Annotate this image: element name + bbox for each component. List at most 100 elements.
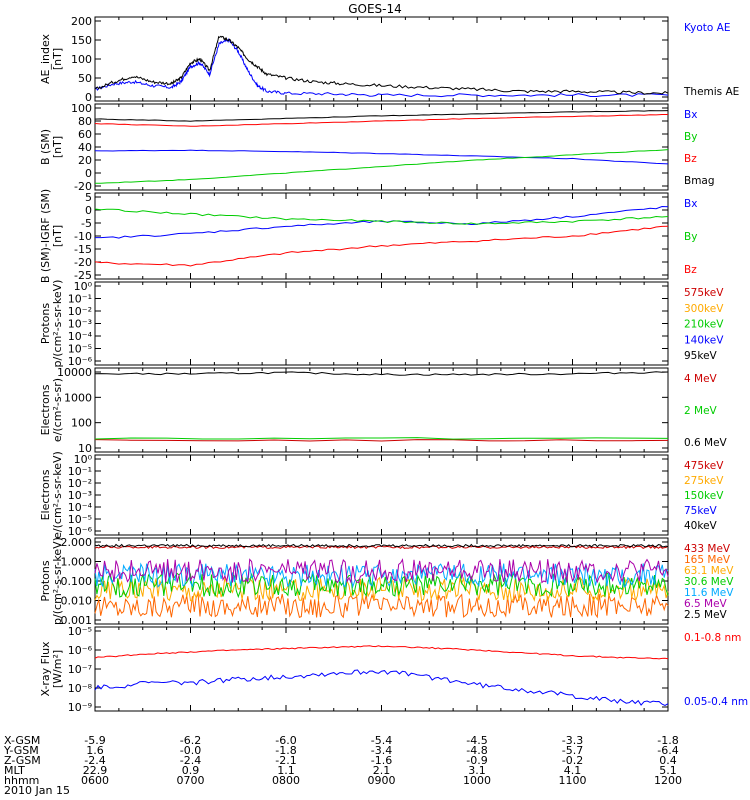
series-line — [94, 669, 669, 706]
y-axis-label: Electrons — [39, 469, 52, 520]
series-line — [94, 149, 669, 165]
panel-frame — [94, 367, 669, 453]
footer-row-label: Y-GSM — [3, 744, 39, 757]
series-line — [94, 35, 669, 95]
y-tick-label: 10⁻⁴ — [68, 501, 93, 514]
footer-value: 2.1 — [373, 764, 391, 777]
y-tick-label: 100 — [71, 417, 92, 430]
legend-entry: Bz — [684, 264, 697, 276]
y-tick-label: 10⁻³ — [68, 318, 92, 331]
footer-value: -5.4 — [371, 734, 392, 747]
y-tick-label: 10⁰ — [74, 280, 93, 293]
y-tick-label: 0 — [85, 167, 92, 180]
legend-entry: 300keV — [684, 303, 724, 315]
y-tick-label: 10⁻³ — [68, 489, 92, 502]
legend-entry: 0.6 MeV — [684, 437, 728, 449]
footer-value: -3.3 — [562, 734, 583, 747]
footer-value: 0.4 — [659, 754, 677, 767]
y-tick-label: 0.001 — [61, 614, 93, 627]
series-line — [94, 110, 669, 122]
y-axis-label: [W/m²] — [51, 650, 64, 688]
y-tick-label: 80 — [78, 115, 92, 128]
y-axis-label: p/(cm²-s-sr-keV) — [51, 280, 64, 368]
legend-entry: 11.6 MeV — [684, 587, 734, 599]
footer-value: -0.0 — [180, 744, 201, 757]
y-tick-label: 40 — [78, 141, 92, 154]
series-line — [95, 149, 669, 184]
y-tick-label: 10 — [78, 442, 92, 455]
legend-entry: 150keV — [684, 490, 724, 502]
legend-entry: 95keV — [684, 350, 718, 362]
series-line — [94, 645, 669, 660]
y-tick-label: 10⁻² — [68, 477, 92, 490]
legend-entry: 4 MeV — [684, 373, 718, 385]
y-tick-label: 0.010 — [61, 595, 93, 608]
panel-3: 50-5-10-15-20-25 B (SM)-IGRF (SM) [nT] Bx By… — [39, 189, 697, 283]
series-line — [94, 543, 669, 548]
footer-value: 4.1 — [564, 764, 582, 777]
y-tick-label: 20 — [78, 154, 92, 167]
y-axis-label: [nT] — [51, 225, 64, 247]
footer-value: -1.8 — [657, 734, 678, 747]
y-tick-label: 0 — [85, 204, 92, 217]
legend-entry: Bx — [684, 109, 697, 121]
footer-value: -2.4 — [180, 754, 201, 767]
y-tick-label: 1000 — [64, 391, 92, 404]
series-line — [94, 437, 669, 440]
series-line — [94, 371, 669, 376]
y-tick-label: 10⁻⁷ — [68, 663, 92, 676]
panel-1: 200 150 100 50 0 AE_index [nT] Kyoto AE Themis A… — [39, 15, 739, 104]
y-tick-label: -10 — [74, 230, 92, 243]
footer-value: 1200 — [654, 774, 682, 787]
footer-value: -2.1 — [275, 754, 296, 767]
y-axis-label: e/(cm²-s-sr) — [51, 378, 64, 442]
footer-value: -1.8 — [275, 744, 296, 757]
y-tick-label: 10⁻⁹ — [68, 701, 92, 714]
legend-entry: 6.5 MeV — [684, 598, 728, 610]
footer-value: -5.7 — [562, 744, 583, 757]
footer-value: -6.0 — [275, 734, 296, 747]
legend-entry: 75keV — [684, 505, 718, 517]
series-line — [95, 205, 669, 239]
y-axis-label: Protons — [39, 560, 52, 601]
y-tick-label: 10⁻⁵ — [68, 343, 92, 356]
y-tick-label: 1.000 — [61, 556, 93, 569]
y-tick-label: -15 — [74, 243, 92, 256]
series-line — [94, 208, 669, 225]
y-tick-label: 10⁻⁶ — [68, 525, 93, 538]
footer-value: -0.9 — [466, 754, 487, 767]
legend-entry: 2 MeV — [684, 405, 718, 417]
y-axis-label: Electrons — [39, 384, 52, 435]
footer-value: -6.4 — [657, 744, 678, 757]
series-line — [94, 572, 669, 599]
panel-7: 2.000 1.000 0.100 0.010 0.001 Protons p/(cm²-s… — [39, 536, 734, 627]
footer-value: 3.1 — [468, 764, 486, 777]
legend-entry: 2.5 MeV — [684, 609, 728, 621]
panel-8: 10⁻⁵ 10⁻⁶ 10⁻⁷ 10⁻⁸ 10⁻⁹ X-ray Flux [W/m²] 0.1-… — [39, 625, 748, 714]
footer-value: -6.2 — [180, 734, 201, 747]
legend-entry: 63.1 MeV — [684, 565, 734, 577]
panel-frame — [94, 454, 669, 536]
series-line — [94, 576, 669, 603]
panel-frame — [94, 16, 669, 102]
footer-value: 1100 — [559, 774, 587, 787]
y-axis-label: AE_index — [39, 33, 52, 84]
footer-value: 1.6 — [86, 744, 104, 757]
y-tick-label: 0 — [85, 91, 92, 104]
panel-frame — [94, 281, 669, 366]
legend-entry: 40keV — [684, 520, 718, 532]
footer-value: 22.9 — [83, 764, 108, 777]
series-line — [94, 439, 669, 442]
legend-entry: 0.05-0.4 nm — [684, 696, 748, 708]
y-tick-label: 10⁻¹ — [68, 465, 92, 478]
y-tick-label: 10000 — [57, 366, 92, 379]
footer-value: -5.9 — [84, 734, 105, 747]
legend-entry: 433 MeV — [684, 543, 731, 555]
footer-value: 0800 — [272, 774, 300, 787]
y-tick-label: -20 — [74, 256, 92, 269]
y-tick-label: 10⁻⁶ — [68, 644, 93, 657]
footer-value: 1.1 — [277, 764, 295, 777]
footer-row-label: X-GSM — [4, 734, 40, 747]
